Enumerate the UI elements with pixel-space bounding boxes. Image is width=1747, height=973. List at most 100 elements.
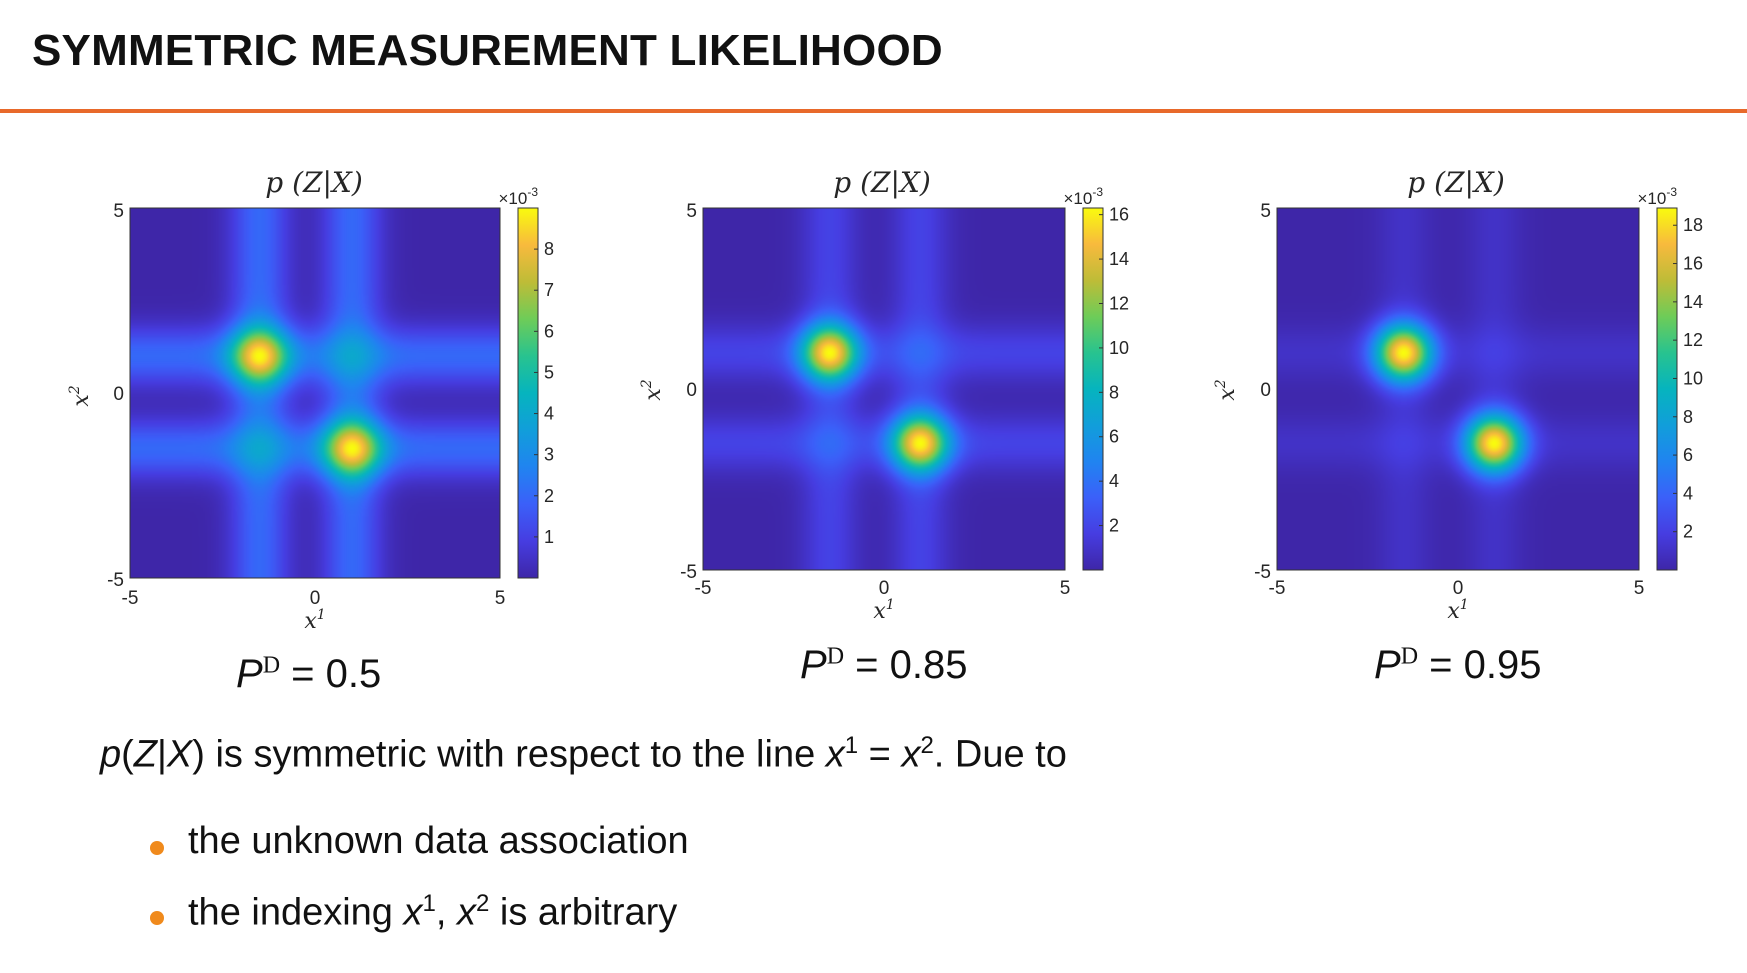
colorbar-multiplier: ×10-3	[1637, 185, 1677, 208]
x-tick-label: 0	[879, 578, 890, 599]
x-axis-label-var: x	[304, 609, 317, 634]
plot-frame	[129, 207, 501, 579]
colorbar-tick-label: 4	[1109, 471, 1119, 491]
x-tick-label: 5	[495, 588, 506, 609]
plot-frame	[702, 207, 1066, 571]
colorbar-tick-label: 18	[1683, 215, 1703, 235]
math-open: (	[121, 733, 134, 776]
x-axis-label-sup: 1	[886, 597, 895, 613]
bullet-list: the unknown data association the indexin…	[150, 820, 689, 960]
caption-pd-1: PD = 0.5	[236, 652, 381, 697]
caption-equals: =	[291, 652, 315, 696]
bullet-text-b: is arbitrary	[489, 891, 678, 934]
bullet-item: the indexing x1, x2 is arbitrary	[150, 890, 689, 960]
y-axis-label: x2	[1213, 379, 1240, 400]
plot-frame	[1276, 207, 1640, 571]
caption-sup: D	[262, 652, 281, 679]
y-axis-label-var: x	[1215, 388, 1240, 401]
bullet-dot	[150, 841, 164, 855]
bullet-item: the unknown data association	[150, 820, 689, 890]
y-axis-label-sup: 2	[67, 385, 83, 395]
heatmap-chart-3: p (Z|X) -5 0 5 5 0 -5 x1 x2 246810121416…	[1213, 166, 1703, 624]
bullet-dot	[150, 911, 164, 925]
math-eq: =	[858, 733, 902, 776]
colorbar-multiplier: ×10-3	[1063, 185, 1103, 208]
body-text-1: is symmetric with respect to the line	[204, 733, 826, 776]
math-sup2: 2	[475, 890, 490, 917]
x-axis-label-sup: 1	[317, 607, 326, 623]
math-sup1: 1	[422, 890, 436, 917]
colorbar-tick-label: 4	[1683, 483, 1693, 503]
y-tick-label: 0	[686, 380, 697, 401]
bullet-text: the unknown data association	[188, 820, 689, 862]
chart-title: p (Z|X)	[833, 166, 931, 199]
y-axis-label-var: x	[69, 394, 94, 407]
colorbar-tick-label: 6	[1683, 445, 1693, 465]
caption-sup: D	[826, 643, 845, 670]
math-p: p	[100, 733, 122, 776]
math-sup2: 2	[920, 732, 934, 759]
colorbar-tick-label: 14	[1683, 292, 1703, 312]
x-tick-label: -5	[122, 588, 139, 609]
svg-text:x2: x2	[67, 385, 94, 406]
caption-symbol: P	[1374, 643, 1401, 687]
caption-value: 0.5	[325, 652, 382, 696]
x-tick-label: 0	[1453, 578, 1464, 599]
y-axis-label-var: x	[641, 388, 666, 401]
caption-pd-2: PD = 0.85	[800, 643, 968, 688]
body-paragraph: p(Z|X) is symmetric with respect to the …	[100, 732, 1067, 777]
x-tick-label: -5	[1269, 578, 1286, 599]
heatmap-chart-2: p (Z|X) -5 0 5 5 0 -5 x1 x2 246810121416…	[639, 166, 1129, 624]
y-tick-label: 0	[113, 384, 124, 405]
caption-sup: D	[1400, 643, 1419, 670]
y-axis-label-sup: 2	[639, 379, 655, 389]
heatmap-image	[1277, 208, 1639, 570]
x-axis-label: x1	[304, 607, 325, 634]
colorbar-tick-label: 4	[544, 404, 554, 424]
colorbar: 2 4 6 8 10 12 14 16 ×10-3	[1063, 185, 1129, 571]
caption-equals: =	[1429, 643, 1453, 687]
colorbar-tick-label: 7	[544, 280, 554, 300]
colorbar-tick-label: 3	[544, 445, 554, 465]
chart-title: p (Z|X)	[1407, 166, 1505, 199]
colorbar-gradient	[1082, 207, 1104, 571]
colorbar-tick-label: 8	[1109, 382, 1119, 402]
x-axis-label: x1	[1447, 597, 1468, 624]
colorbar-tick-label: 1	[544, 527, 554, 547]
chart-title: p (Z|X)	[265, 166, 363, 199]
y-tick-label: -5	[680, 562, 697, 583]
y-axis-label: x2	[639, 379, 666, 400]
colorbar-tick-label: 16	[1683, 254, 1703, 274]
colorbar-tick-label: 8	[1683, 407, 1693, 427]
math-bar: |	[157, 733, 167, 776]
y-tick-label: -5	[107, 570, 124, 591]
heatmap-chart-1: p (Z|X) -5 0 5 5 0 -5 x1 x2 12345678×10-…	[67, 166, 554, 634]
y-tick-label: 5	[113, 201, 124, 222]
colorbar: 2 4 6 8 10 12 14 16 18 ×10-3	[1637, 185, 1703, 571]
colorbar-tick-label: 6	[544, 321, 554, 341]
bullet-sep: ,	[435, 891, 457, 934]
colorbar-tick-label: 12	[1683, 330, 1703, 350]
y-tick-label: 5	[1260, 201, 1271, 222]
colorbar-tick-label: 10	[1109, 338, 1129, 358]
colorbar: 1 2 3 4 5 6 7 8 ×10-3	[498, 185, 554, 579]
y-tick-label: 5	[686, 201, 697, 222]
x-axis-label-sup: 1	[1460, 597, 1469, 613]
colorbar-tick-label: 2	[1683, 522, 1693, 542]
body-text-2: . Due to	[933, 733, 1067, 776]
caption-pd-3: PD = 0.95	[1374, 643, 1542, 688]
y-axis-label: x2	[67, 385, 94, 406]
colorbar-tick-label: 10	[1683, 368, 1703, 388]
heatmap-image	[703, 208, 1065, 570]
colorbar-tick-label: 14	[1109, 249, 1129, 269]
y-tick-label: 0	[1260, 380, 1271, 401]
caption-symbol: P	[800, 643, 827, 687]
bullet-text-a: the indexing	[188, 891, 404, 934]
caption-value: 0.85	[889, 643, 968, 687]
math-close: )	[192, 733, 205, 776]
math-x1: x	[825, 733, 845, 776]
math-x-cap: X	[166, 733, 193, 776]
heatmap-image	[130, 208, 500, 578]
colorbar-tick-label: 2	[544, 486, 554, 506]
title-underline	[0, 109, 1747, 113]
